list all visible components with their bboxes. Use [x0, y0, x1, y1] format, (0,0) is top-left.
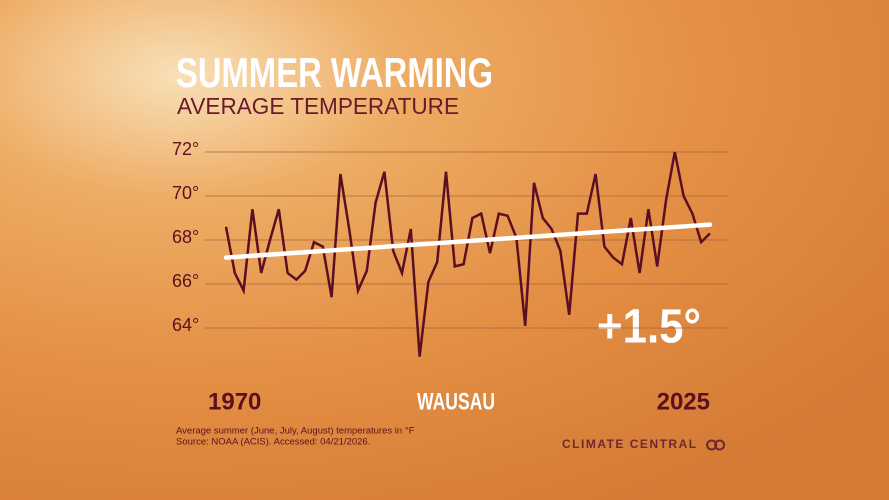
- trend-line: [223, 222, 713, 260]
- y-tick-label: 72°: [172, 139, 199, 159]
- location-label: WAUSAU: [417, 388, 495, 415]
- chart-subtitle: AVERAGE TEMPERATURE: [177, 93, 459, 119]
- brand-icon: [706, 439, 726, 451]
- annotation: +1.5°: [597, 301, 701, 354]
- source: Source: NOAA (ACIS). Accessed: 04/21/202…: [176, 437, 370, 448]
- brand-logo: CLIMATE CENTRAL: [562, 437, 698, 451]
- chart-title: SUMMER WARMING: [176, 49, 493, 96]
- y-tick-label: 66°: [172, 271, 199, 291]
- footnote: Average summer (June, July, August) temp…: [176, 426, 415, 437]
- y-tick-label: 70°: [172, 183, 199, 203]
- x-tick-label: 1970: [208, 388, 261, 415]
- y-tick-label: 68°: [172, 227, 199, 247]
- x-tick-label: 2025: [657, 388, 710, 415]
- y-tick-label: 64°: [172, 315, 199, 335]
- brand-name: CLIMATE CENTRAL: [562, 437, 698, 451]
